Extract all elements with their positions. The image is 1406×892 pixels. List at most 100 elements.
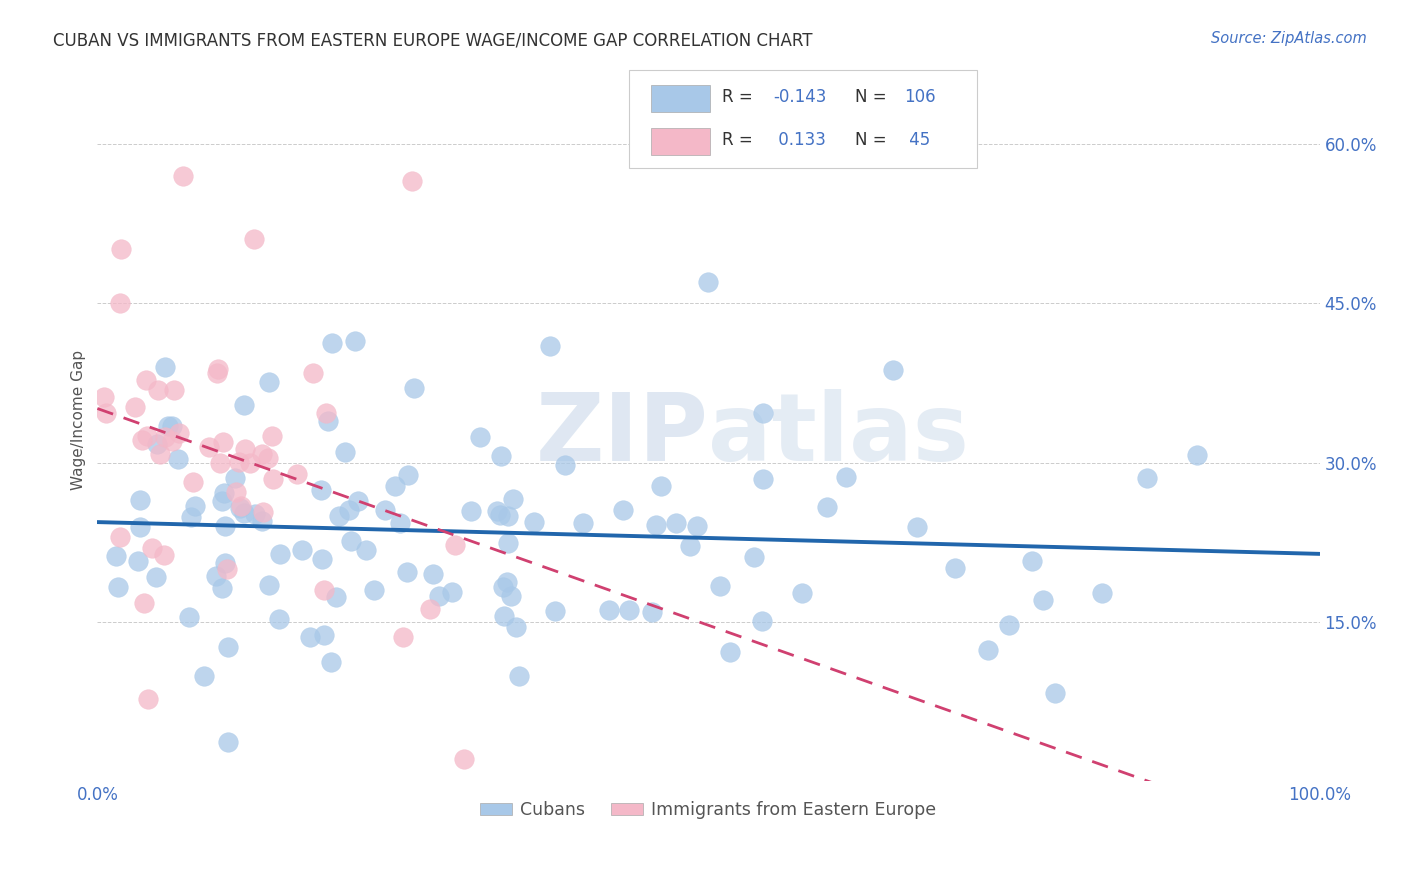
Point <box>285 467 308 482</box>
Text: ZIP: ZIP <box>536 389 709 481</box>
Point <box>905 520 928 534</box>
Point <box>496 535 519 549</box>
Point <box>998 618 1021 632</box>
Point <box>453 752 475 766</box>
Point <box>316 414 339 428</box>
Point <box>641 606 664 620</box>
Text: Source: ZipAtlas.com: Source: ZipAtlas.com <box>1211 31 1367 46</box>
Point <box>815 500 838 514</box>
Point <box>291 542 314 557</box>
Point <box>135 373 157 387</box>
Point <box>257 450 280 465</box>
Point <box>665 516 688 530</box>
Point <box>325 591 347 605</box>
Point <box>107 580 129 594</box>
Point <box>354 543 377 558</box>
Point <box>709 579 731 593</box>
Point <box>347 493 370 508</box>
Text: atlas: atlas <box>709 389 970 481</box>
Point <box>544 604 567 618</box>
Point <box>250 447 273 461</box>
Point <box>337 503 360 517</box>
Point <box>339 534 361 549</box>
Point <box>136 692 159 706</box>
Point <box>499 589 522 603</box>
Point <box>343 334 366 348</box>
Point <box>492 609 515 624</box>
Point <box>205 569 228 583</box>
Point <box>94 406 117 420</box>
Point <box>212 435 235 450</box>
Point <box>538 339 561 353</box>
Point <box>156 418 179 433</box>
Point <box>167 425 190 440</box>
Point <box>135 428 157 442</box>
Point <box>252 505 274 519</box>
Point <box>440 585 463 599</box>
Point <box>1185 448 1208 462</box>
Point <box>485 504 508 518</box>
Point <box>374 502 396 516</box>
Point <box>1091 586 1114 600</box>
Text: 106: 106 <box>904 88 935 106</box>
Point <box>211 494 233 508</box>
Point <box>211 581 233 595</box>
Point <box>129 492 152 507</box>
Point <box>396 467 419 482</box>
Point <box>163 383 186 397</box>
Point <box>311 552 333 566</box>
Point <box>790 586 813 600</box>
Point <box>93 390 115 404</box>
Point <box>752 406 775 420</box>
Legend: Cubans, Immigrants from Eastern Europe: Cubans, Immigrants from Eastern Europe <box>474 794 943 826</box>
Point <box>312 627 335 641</box>
Point <box>645 517 668 532</box>
Text: -0.143: -0.143 <box>773 88 827 106</box>
Point <box>598 603 620 617</box>
Point <box>427 589 450 603</box>
Point <box>217 734 239 748</box>
Point <box>153 360 176 375</box>
Point <box>617 603 640 617</box>
Point <box>302 366 325 380</box>
Text: R =: R = <box>721 131 758 149</box>
Point <box>679 539 702 553</box>
Point <box>127 554 149 568</box>
Point <box>835 470 858 484</box>
Point <box>718 645 741 659</box>
Point <box>215 562 238 576</box>
Point <box>172 169 194 184</box>
Point <box>686 519 709 533</box>
Point <box>422 566 444 581</box>
Point <box>419 602 441 616</box>
Point <box>489 508 512 522</box>
Point <box>508 668 530 682</box>
Point <box>945 560 967 574</box>
Point <box>496 509 519 524</box>
Point <box>207 361 229 376</box>
Point <box>193 669 215 683</box>
Point <box>315 406 337 420</box>
Point <box>444 538 467 552</box>
Point <box>554 458 576 472</box>
Text: CUBAN VS IMMIGRANTS FROM EASTERN EUROPE WAGE/INCOME GAP CORRELATION CHART: CUBAN VS IMMIGRANTS FROM EASTERN EUROPE … <box>53 31 813 49</box>
Point <box>333 445 356 459</box>
Point <box>209 456 232 470</box>
Point <box>1032 592 1054 607</box>
Point <box>132 596 155 610</box>
Point <box>108 530 131 544</box>
Point <box>225 484 247 499</box>
Point <box>650 479 672 493</box>
Point <box>1021 554 1043 568</box>
Point <box>1045 686 1067 700</box>
Point <box>404 381 426 395</box>
Point <box>131 434 153 448</box>
Point <box>110 242 132 256</box>
Point <box>235 442 257 457</box>
FancyBboxPatch shape <box>651 128 710 155</box>
Point <box>146 436 169 450</box>
Point <box>744 550 766 565</box>
Point <box>177 609 200 624</box>
Point <box>162 434 184 448</box>
Point <box>108 296 131 310</box>
